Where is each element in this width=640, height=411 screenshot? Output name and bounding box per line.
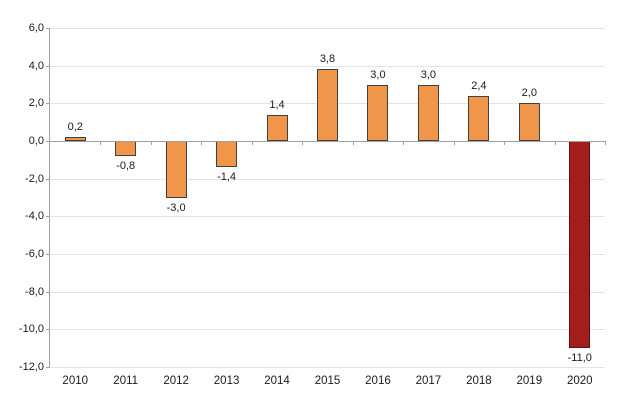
- bar-2019: [518, 103, 540, 141]
- y-axis-tick: [46, 178, 50, 180]
- x-axis-tick: [252, 141, 253, 145]
- gridline: [50, 254, 605, 255]
- y-tick-label: -4,0: [25, 210, 44, 223]
- y-axis-tick: [46, 367, 50, 368]
- value-label-2018: 2,4: [471, 79, 487, 92]
- value-label-2012: -3,0: [166, 201, 186, 214]
- x-axis-tick: [403, 141, 404, 145]
- y-axis-tick: [46, 103, 50, 105]
- bar-2011: [115, 141, 137, 157]
- gridline: [50, 178, 605, 180]
- value-label-2019: 2,0: [521, 87, 537, 100]
- y-axis-tick: [46, 216, 50, 218]
- x-tick-label-2010: 2010: [62, 375, 89, 387]
- x-tick-label-2013: 2013: [213, 375, 240, 387]
- plot-area: 0,2 -0,8 -3,0 -1,4 1,4 3,8 3,0 3,0 2,4 2,0 -11,0: [50, 28, 606, 368]
- bar-2014: [266, 114, 288, 141]
- y-axis-tick: [46, 254, 50, 255]
- y-axis-tick: [46, 329, 50, 331]
- gridline: [50, 216, 605, 218]
- bar-2010: [64, 137, 86, 141]
- gridline: [50, 367, 605, 368]
- x-axis-zero-line: [50, 141, 605, 142]
- y-axis-tick: [46, 65, 50, 67]
- x-tick-label-2019: 2019: [516, 375, 543, 387]
- x-axis-tick: [504, 141, 505, 145]
- x-tick-label-2014: 2014: [264, 375, 290, 387]
- value-label-2013: -1,4: [217, 171, 237, 184]
- y-tick-label: -10,0: [18, 323, 44, 336]
- gridline: [50, 28, 605, 29]
- y-tick-label: 2,0: [28, 97, 44, 110]
- x-axis-tick: [201, 141, 202, 145]
- x-axis-tick: [151, 141, 152, 145]
- x-axis-tick: [605, 141, 606, 145]
- y-axis-tick: [46, 291, 50, 293]
- x-tick-label-2016: 2016: [365, 375, 391, 387]
- value-label-2010: 0,2: [67, 121, 83, 134]
- value-label-2016: 3,0: [370, 68, 386, 81]
- y-tick-label: 6,0: [28, 22, 44, 34]
- gridline: [50, 291, 605, 293]
- x-tick-label-2012: 2012: [163, 375, 189, 387]
- value-label-2020: -11,0: [567, 352, 592, 365]
- bar-2012: [165, 141, 187, 198]
- x-tick-label-2015: 2015: [314, 375, 341, 387]
- bar-2013: [216, 141, 238, 168]
- y-tick-label: -2,0: [25, 172, 44, 185]
- value-label-2011: -0,8: [116, 160, 136, 173]
- x-tick-label-2011: 2011: [113, 375, 139, 387]
- x-axis-tick: [100, 141, 101, 145]
- bar-2020: [569, 141, 591, 349]
- value-label-2015: 3,8: [319, 53, 336, 66]
- y-axis-tick: [46, 28, 50, 29]
- y-tick-label: -8,0: [25, 285, 44, 298]
- x-axis-tick: [454, 141, 455, 145]
- bar-2015: [317, 69, 338, 141]
- x-tick-label-2018: 2018: [466, 375, 492, 387]
- x-axis-tick: [302, 141, 303, 145]
- y-tick-label: 4,0: [28, 59, 44, 72]
- value-label-2014: 1,4: [269, 98, 285, 111]
- y-tick-label: -6,0: [25, 248, 44, 260]
- y-tick-label: -12,0: [18, 361, 44, 373]
- bar-2016: [367, 84, 389, 141]
- y-axis-tick: [46, 141, 50, 142]
- x-tick-label-2020: 2020: [566, 375, 593, 387]
- bar-2018: [468, 95, 490, 141]
- value-label-2017: 3,0: [420, 68, 437, 81]
- gridline: [50, 329, 605, 331]
- bar-2017: [417, 84, 439, 141]
- y-axis-line: [49, 28, 50, 367]
- gridline: [50, 65, 605, 67]
- x-axis-tick: [353, 141, 354, 145]
- x-tick-label-2017: 2017: [415, 375, 442, 387]
- x-axis-tick: [555, 141, 556, 145]
- y-tick-label: 0,0: [28, 135, 44, 147]
